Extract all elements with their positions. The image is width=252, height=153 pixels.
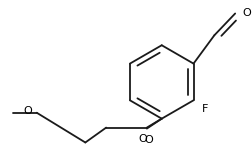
Text: O: O bbox=[139, 134, 147, 144]
Text: O: O bbox=[242, 7, 251, 17]
Text: O: O bbox=[23, 106, 32, 116]
Text: F: F bbox=[201, 104, 208, 114]
Text: O: O bbox=[144, 134, 153, 145]
